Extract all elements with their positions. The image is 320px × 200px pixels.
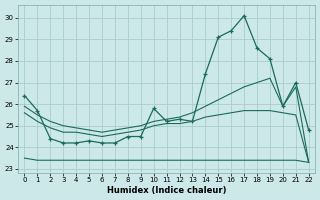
- X-axis label: Humidex (Indice chaleur): Humidex (Indice chaleur): [107, 186, 226, 195]
